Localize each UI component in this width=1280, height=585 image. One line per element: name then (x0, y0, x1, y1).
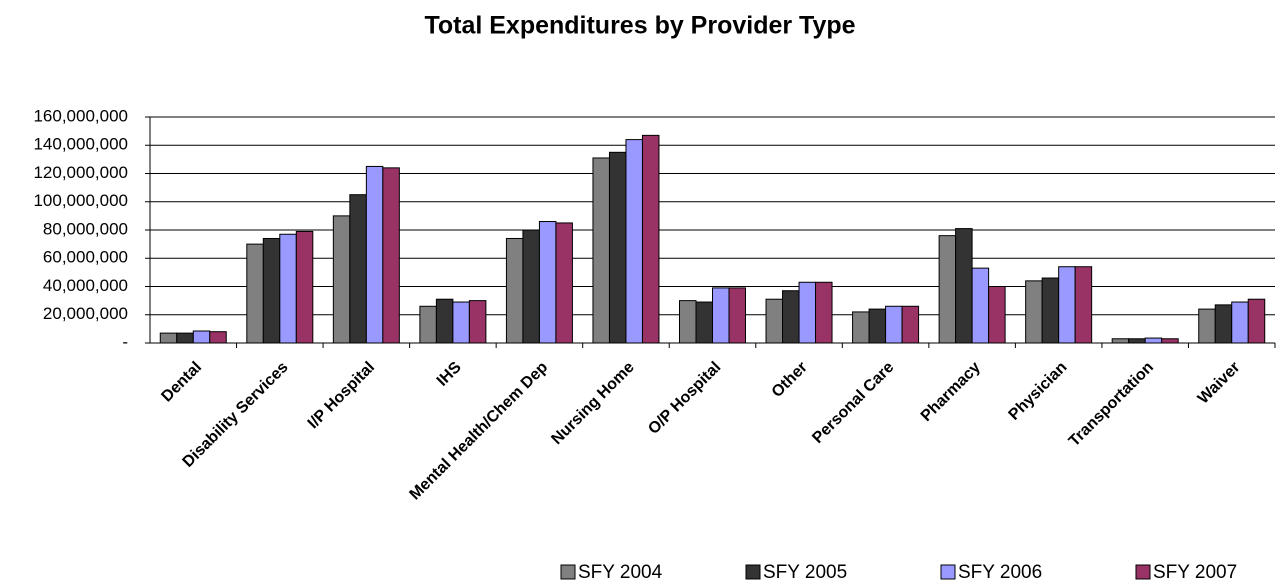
bar (852, 311, 870, 344)
bar (592, 157, 610, 344)
chart-title: Total Expenditures by Provider Type (424, 12, 855, 40)
bar (1214, 304, 1233, 344)
bar (815, 281, 833, 344)
bar (365, 165, 384, 344)
legend-label: SFY 2006 (958, 562, 1042, 583)
x-tick-label: Dental (158, 359, 205, 406)
x-tick-label: IHS (434, 359, 465, 390)
bar (695, 301, 713, 344)
x-tick-label: Pharmacy (918, 359, 984, 425)
x-tick-label: Physician (1006, 359, 1071, 424)
bar (382, 167, 400, 344)
x-tick-label: Personal Care (809, 359, 897, 447)
y-tick-label: 20,000,000 (43, 304, 128, 323)
bar (468, 300, 487, 344)
bar (938, 235, 957, 344)
bar (246, 243, 264, 344)
bar (1161, 338, 1179, 344)
bar (349, 194, 367, 344)
bar (1058, 266, 1076, 344)
bar (538, 221, 557, 344)
legend-swatch (560, 564, 576, 580)
legend-swatch (1135, 564, 1151, 580)
bar (176, 332, 194, 344)
bar (955, 228, 973, 344)
legend-swatch (745, 564, 761, 580)
bar (419, 305, 437, 344)
y-tick-label: 140,000,000 (33, 135, 128, 154)
x-tick-label: Waiver (1195, 359, 1244, 408)
bar (679, 300, 697, 344)
bar (1111, 338, 1130, 344)
y-tick-label: 40,000,000 (43, 276, 128, 295)
y-tick-label: 120,000,000 (33, 163, 128, 182)
bar (885, 305, 903, 344)
bar (1128, 338, 1146, 344)
x-tick-label: Transportation (1066, 359, 1157, 450)
bar (435, 298, 454, 344)
bar (988, 286, 1006, 344)
bar (505, 237, 524, 344)
bar (712, 287, 730, 344)
bar (765, 298, 784, 344)
bar (625, 139, 643, 344)
bar (192, 330, 211, 344)
legend-label: SFY 2004 (578, 562, 663, 583)
bar (295, 230, 314, 344)
bar (608, 151, 627, 344)
bar (332, 215, 351, 344)
bar (798, 281, 817, 344)
bar (1231, 301, 1249, 344)
bar (971, 267, 990, 344)
legend-swatch (940, 564, 956, 580)
bar (209, 331, 227, 344)
bar (1198, 308, 1216, 344)
bar (159, 332, 178, 344)
x-tick-label: Other (769, 359, 811, 401)
bar (522, 229, 540, 344)
legend-label: SFY 2007 (1153, 562, 1237, 583)
x-tick-label: I/P Hospital (305, 359, 378, 432)
x-tick-label: Mental Health/Chem Dep (407, 359, 552, 504)
bar (1144, 337, 1163, 344)
legend-label: SFY 2005 (763, 562, 847, 583)
bar (1025, 280, 1043, 344)
y-tick-label: 160,000,000 (33, 106, 128, 125)
bar (782, 290, 800, 344)
bar (868, 308, 887, 344)
bar (279, 233, 297, 344)
bar (262, 237, 281, 344)
bar (728, 287, 746, 344)
x-tick-label: Nursing Home (548, 359, 637, 448)
bar (555, 222, 573, 344)
y-tick-label: 80,000,000 (43, 219, 128, 238)
y-tick-label: 60,000,000 (43, 248, 128, 267)
y-tick-label: - (122, 332, 128, 351)
bar (1247, 298, 1266, 344)
bar (1041, 277, 1060, 344)
bar (901, 305, 920, 344)
x-tick-label: O/P Hospital (645, 359, 724, 438)
y-tick-label: 100,000,000 (33, 191, 128, 210)
bar (452, 301, 470, 344)
bar (641, 134, 660, 344)
bar (1074, 266, 1093, 344)
